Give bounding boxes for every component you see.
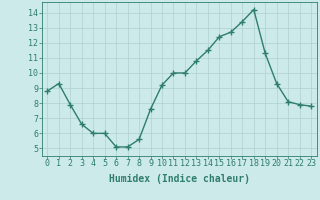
X-axis label: Humidex (Indice chaleur): Humidex (Indice chaleur)	[109, 174, 250, 184]
